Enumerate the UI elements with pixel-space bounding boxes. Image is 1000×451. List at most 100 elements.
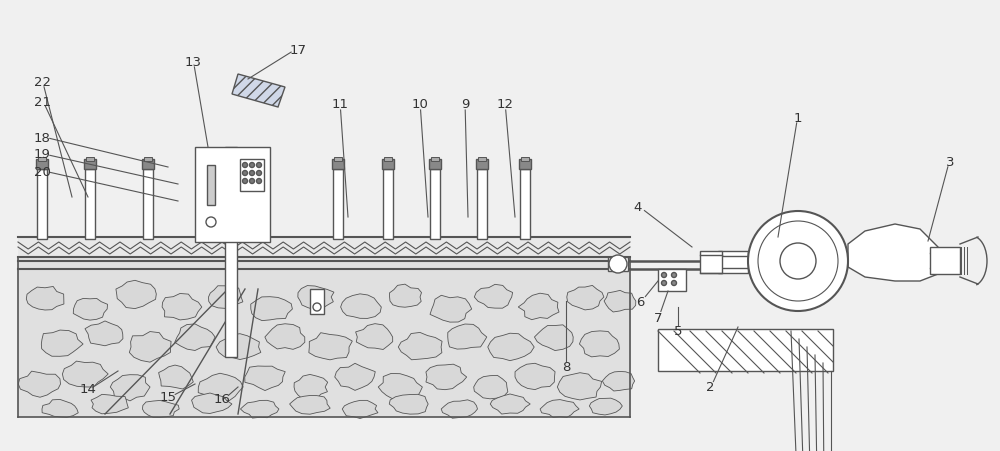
Polygon shape [240, 400, 279, 418]
Polygon shape [198, 373, 243, 401]
Polygon shape [589, 398, 622, 415]
Circle shape [672, 273, 676, 278]
Bar [519, 160, 531, 170]
Circle shape [780, 244, 816, 279]
Polygon shape [116, 281, 156, 309]
Text: 12: 12 [497, 98, 514, 111]
Polygon shape [265, 324, 305, 350]
Polygon shape [294, 375, 328, 399]
Text: 6: 6 [636, 295, 644, 308]
Polygon shape [91, 395, 128, 414]
Polygon shape [604, 291, 636, 312]
Polygon shape [335, 364, 375, 391]
Polygon shape [557, 373, 602, 400]
Polygon shape [251, 297, 292, 321]
Polygon shape [341, 294, 381, 319]
Bar [478, 158, 486, 161]
Bar [84, 160, 96, 170]
Polygon shape [192, 393, 232, 414]
Text: 10: 10 [412, 98, 428, 111]
Text: 11: 11 [332, 98, 349, 111]
Bar [195, 147, 270, 243]
Bar [658, 269, 686, 291]
Polygon shape [42, 400, 78, 417]
Text: 19: 19 [34, 148, 50, 161]
Circle shape [257, 179, 262, 184]
Bar [18, 258, 630, 417]
Text: 1: 1 [794, 111, 802, 124]
Circle shape [243, 179, 248, 184]
Bar [38, 158, 46, 161]
Bar [476, 160, 488, 170]
Polygon shape [540, 400, 579, 418]
Bar [85, 170, 95, 239]
Bar [700, 252, 722, 273]
Polygon shape [216, 334, 261, 360]
Bar [384, 158, 392, 161]
Text: 2: 2 [706, 381, 714, 394]
Bar [36, 160, 48, 170]
Polygon shape [515, 364, 555, 390]
Bar [382, 160, 394, 170]
Polygon shape [142, 400, 179, 418]
Circle shape [662, 273, 666, 278]
Polygon shape [26, 287, 64, 310]
Polygon shape [602, 372, 635, 391]
Polygon shape [342, 400, 378, 419]
Bar [333, 170, 343, 239]
Polygon shape [309, 333, 352, 360]
Polygon shape [129, 332, 171, 362]
Polygon shape [41, 330, 83, 356]
Circle shape [758, 221, 838, 301]
Polygon shape [73, 299, 107, 320]
Polygon shape [18, 371, 61, 397]
Bar [520, 170, 530, 239]
Bar [383, 170, 393, 239]
Polygon shape [378, 373, 422, 401]
Polygon shape [110, 375, 150, 401]
Polygon shape [488, 333, 534, 361]
Bar [207, 166, 215, 206]
Circle shape [748, 212, 848, 311]
Polygon shape [162, 294, 202, 320]
Circle shape [250, 163, 255, 168]
Polygon shape [232, 75, 285, 108]
Text: 21: 21 [34, 95, 51, 108]
Circle shape [672, 281, 676, 286]
Bar [431, 158, 439, 161]
Bar [608, 258, 628, 272]
Bar [143, 170, 153, 239]
Polygon shape [209, 286, 243, 309]
Text: 16: 16 [214, 393, 230, 405]
Text: 22: 22 [34, 75, 51, 88]
Circle shape [313, 304, 321, 311]
Polygon shape [85, 321, 123, 346]
Text: 8: 8 [562, 361, 570, 374]
Text: 20: 20 [34, 165, 50, 178]
Circle shape [257, 171, 262, 176]
Bar [521, 158, 529, 161]
Bar [144, 158, 152, 161]
Text: 17: 17 [290, 43, 307, 56]
Polygon shape [290, 396, 330, 414]
Circle shape [257, 163, 262, 168]
Bar [86, 158, 94, 161]
Bar [225, 147, 237, 357]
Bar [240, 160, 264, 192]
Bar [429, 160, 441, 170]
Text: 18: 18 [34, 131, 50, 144]
Polygon shape [389, 395, 428, 414]
Polygon shape [567, 286, 604, 310]
Text: 9: 9 [461, 98, 469, 111]
Polygon shape [175, 324, 215, 351]
Polygon shape [518, 294, 559, 320]
Polygon shape [356, 324, 393, 350]
Bar [142, 160, 154, 170]
Bar [334, 158, 342, 161]
Polygon shape [159, 365, 193, 389]
Bar [37, 170, 47, 239]
Text: 5: 5 [674, 325, 682, 338]
Polygon shape [848, 225, 938, 281]
Bar [718, 252, 748, 273]
Polygon shape [441, 400, 477, 419]
